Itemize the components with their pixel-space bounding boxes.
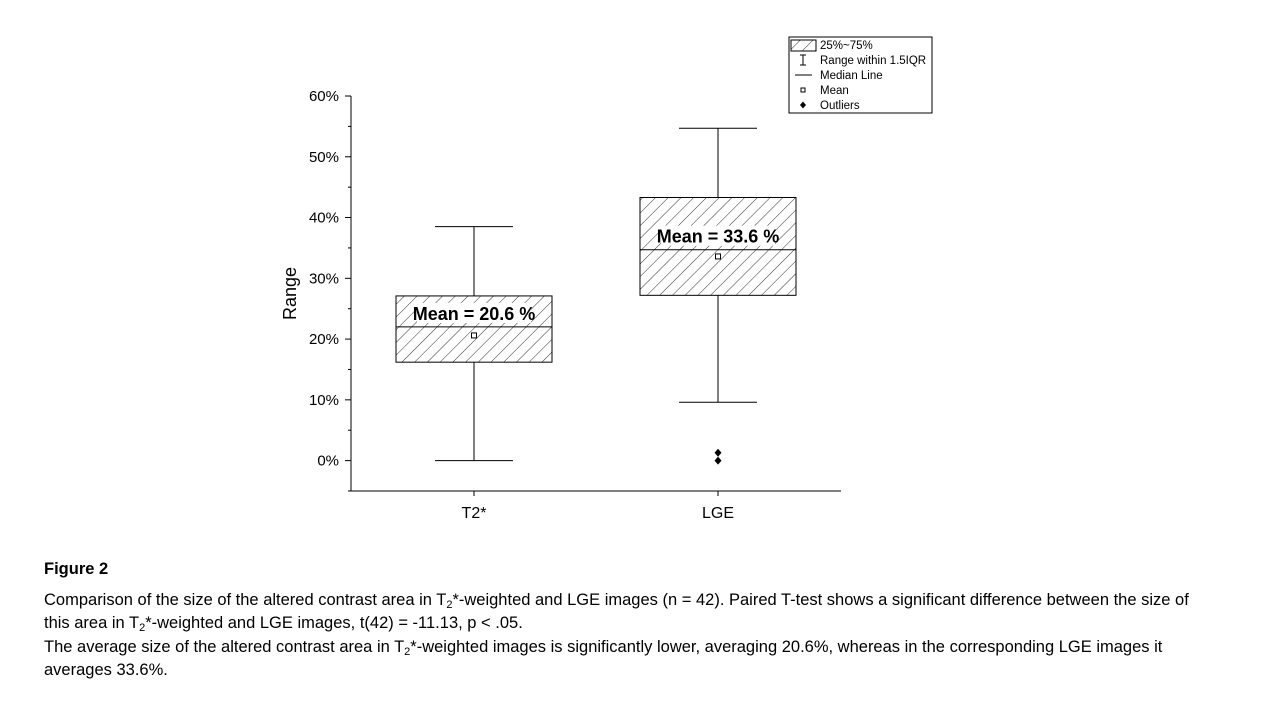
caption-line-3: The average size of the altered contrast… [44,637,1163,658]
box-plot-chart: 0% 10% 20% 30% 40% 50% 60% Range T2* LGE Mean = 2… [280,36,933,522]
y-tick-label: 30% [309,270,339,287]
x-tick-label: LGE [702,505,734,522]
y-tick-label: 60% [309,88,339,105]
mean-annotation: Mean = 20.6 % [413,304,536,324]
y-tick-label: 50% [309,149,339,166]
mean-marker [715,253,721,260]
x-tick-label: T2* [462,505,487,522]
annotation-bg [661,225,775,246]
box-t2: Mean = 20.6 % [395,226,553,462]
mean-annotation: Mean = 33.6 % [657,227,780,247]
legend-label: 25%~75% [820,40,873,52]
boxes: Mean = 20.6 % Mean = 33.6 % [395,127,797,465]
y-tick-label: 40% [309,210,339,227]
annotation-bg [417,302,531,323]
axes: 0% 10% 20% 30% 40% 50% 60% Range T2* LGE [280,88,841,522]
box-lge: Mean = 33.6 % [639,127,797,465]
y-tick-label: 20% [309,331,339,348]
legend-label: Median Line [820,70,883,82]
figure-caption: Figure 2 Comparison of the size of the a… [44,558,1244,683]
legend-swatch-box [790,39,817,52]
legend-label: Outliers [820,100,860,112]
legend-swatch-outlier [800,101,806,109]
legend-label: Range within 1.5IQR [820,55,926,67]
iqr-box [639,196,797,296]
caption-line-1: Comparison of the size of the altered co… [44,590,1189,611]
outlier-point [714,448,722,457]
y-tick-label: 10% [309,392,339,409]
caption-line-2: this area in T2*-weighted and LGE images… [44,614,523,634]
legend-label: Mean [820,85,849,97]
legend-swatch-mean [800,87,806,93]
legend: 25%~75% Range within 1.5IQR Median Line Mea… [788,36,933,114]
caption-title: Figure 2 [44,560,109,578]
y-tick-label: 0% [317,453,339,470]
y-axis-label: Range [280,267,300,320]
caption-line-4: averages 33.6%. [44,661,168,679]
outlier-point [714,456,722,465]
mean-marker [471,332,477,339]
